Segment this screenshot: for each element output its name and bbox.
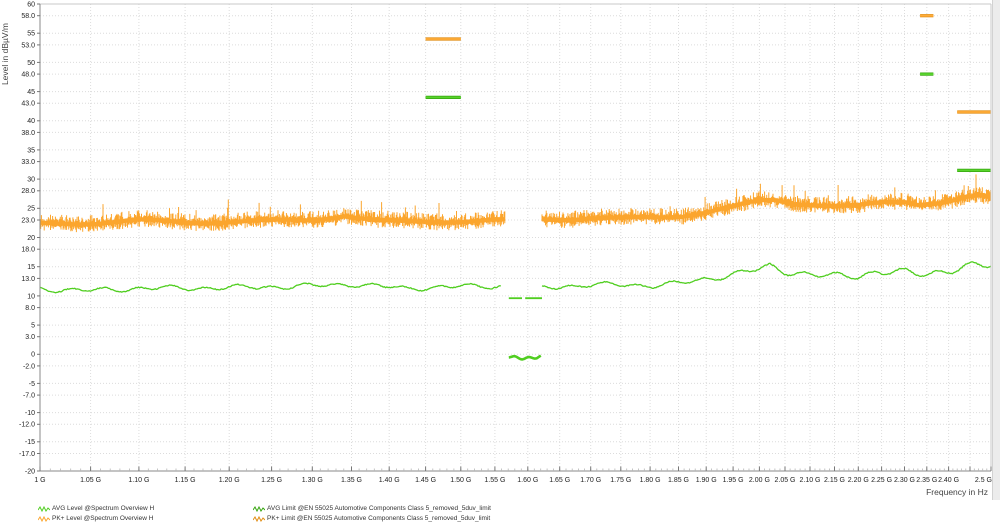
avg-trace-icon: [37, 505, 51, 513]
svg-text:1.20 G: 1.20 G: [219, 477, 240, 484]
x-axis-minor-ticks: [39, 468, 992, 471]
svg-text:48.0: 48.0: [21, 72, 35, 79]
svg-text:35: 35: [27, 147, 35, 154]
svg-text:43.0: 43.0: [21, 101, 35, 108]
legend-item-pk-limit[interactable]: PK+ Limit @EN 55025 Automotive Component…: [252, 514, 491, 523]
svg-text:1.50 G: 1.50 G: [450, 477, 471, 484]
svg-text:2.5 G: 2.5 G: [975, 477, 992, 484]
plot-frame: [39, 3, 992, 472]
svg-text:1.40 G: 1.40 G: [379, 477, 400, 484]
spectrum-chart-canvas[interactable]: 6058.05553.05048.04543.04038.03533.03028…: [0, 0, 1000, 500]
legend-item-avg-limit[interactable]: AVG Limit @EN 55025 Automotive Component…: [252, 504, 491, 513]
svg-text:1.85 G: 1.85 G: [668, 477, 689, 484]
pk-limit-icon: [252, 515, 266, 523]
svg-text:1.60 G: 1.60 G: [517, 477, 538, 484]
svg-text:1.75 G: 1.75 G: [610, 477, 631, 484]
svg-text:1.80 G: 1.80 G: [640, 477, 661, 484]
svg-text:45: 45: [27, 89, 35, 96]
svg-text:1.95 G: 1.95 G: [723, 477, 744, 484]
svg-text:2.20 G: 2.20 G: [848, 477, 869, 484]
svg-text:-12.0: -12.0: [19, 422, 35, 429]
svg-text:-17.0: -17.0: [19, 451, 35, 458]
svg-text:1.70 G: 1.70 G: [580, 477, 601, 484]
svg-text:13.0: 13.0: [21, 276, 35, 283]
svg-text:1 G: 1 G: [34, 477, 45, 484]
svg-text:28.0: 28.0: [21, 188, 35, 195]
y-axis-ticks: 6058.05553.05048.04543.04038.03533.03028…: [19, 1, 40, 475]
gridlines: [40, 4, 991, 471]
svg-text:-2.0: -2.0: [23, 363, 35, 370]
svg-text:1.10 G: 1.10 G: [128, 477, 149, 484]
avg-level-trace: [39, 261, 992, 361]
svg-text:60: 60: [27, 1, 35, 8]
svg-text:25: 25: [27, 206, 35, 213]
svg-text:2.40 G: 2.40 G: [938, 477, 959, 484]
svg-text:1.30 G: 1.30 G: [302, 477, 323, 484]
svg-text:-10: -10: [25, 410, 35, 417]
svg-text:-15: -15: [25, 439, 35, 446]
legend-label: AVG Limit @EN 55025 Automotive Component…: [267, 505, 491, 512]
svg-text:1.35 G: 1.35 G: [341, 477, 362, 484]
svg-text:20: 20: [27, 235, 35, 242]
svg-text:18.0: 18.0: [21, 247, 35, 254]
vertical-scrollbar[interactable]: [992, 0, 1000, 500]
x-axis-title: Frequency in Hz: [926, 487, 988, 497]
svg-text:30: 30: [27, 177, 35, 184]
svg-text:53.0: 53.0: [21, 42, 35, 49]
pk-trace-icon: [37, 515, 51, 523]
svg-text:3.0: 3.0: [25, 334, 35, 341]
legend-label: AVG Level @Spectrum Overview H: [52, 505, 155, 512]
legend-item-pk-level[interactable]: PK+ Level @Spectrum Overview H: [37, 514, 154, 523]
avg-limit-icon: [252, 505, 266, 513]
svg-text:40: 40: [27, 118, 35, 125]
svg-text:2.15 G: 2.15 G: [824, 477, 845, 484]
svg-text:-5: -5: [29, 381, 35, 388]
svg-text:38.0: 38.0: [21, 130, 35, 137]
svg-text:1.05 G: 1.05 G: [80, 477, 101, 484]
svg-text:2.05 G: 2.05 G: [774, 477, 795, 484]
svg-text:2.10 G: 2.10 G: [799, 477, 820, 484]
svg-text:50: 50: [27, 60, 35, 67]
svg-text:0: 0: [31, 352, 35, 359]
y-axis-title: Level in dBµV/m: [0, 22, 10, 86]
svg-text:8.0: 8.0: [25, 305, 35, 312]
x-axis-ticks: 1 G 1.05 G 1.10 G 1.15 G 1.20 G 1.25 G 1.30 G 1…: [34, 466, 992, 484]
svg-text:5: 5: [31, 323, 35, 330]
legend-item-avg-level[interactable]: AVG Level @Spectrum Overview H: [37, 504, 155, 513]
svg-text:1.25 G: 1.25 G: [261, 477, 282, 484]
svg-text:2.25 G: 2.25 G: [871, 477, 892, 484]
legend-label: PK+ Level @Spectrum Overview H: [52, 515, 154, 522]
svg-text:-7.0: -7.0: [23, 393, 35, 400]
svg-text:2.00 G: 2.00 G: [749, 477, 770, 484]
svg-text:58.0: 58.0: [21, 13, 35, 20]
pk-level-trace: [39, 174, 992, 233]
svg-text:15: 15: [27, 264, 35, 271]
legend-label: PK+ Limit @EN 55025 Automotive Component…: [267, 515, 491, 522]
svg-text:1.65 G: 1.65 G: [549, 477, 570, 484]
limit-lines: [425, 14, 991, 172]
svg-text:2.30 G: 2.30 G: [894, 477, 915, 484]
svg-text:55: 55: [27, 31, 35, 38]
svg-text:1.45 G: 1.45 G: [415, 477, 436, 484]
svg-text:1.90 G: 1.90 G: [696, 477, 717, 484]
svg-text:1.15 G: 1.15 G: [175, 477, 196, 484]
svg-text:-20: -20: [25, 468, 35, 475]
svg-text:23.0: 23.0: [21, 217, 35, 224]
svg-text:10: 10: [27, 293, 35, 300]
svg-text:1.55 G: 1.55 G: [484, 477, 505, 484]
svg-text:33.0: 33.0: [21, 159, 35, 166]
svg-text:2.35 G: 2.35 G: [916, 477, 937, 484]
